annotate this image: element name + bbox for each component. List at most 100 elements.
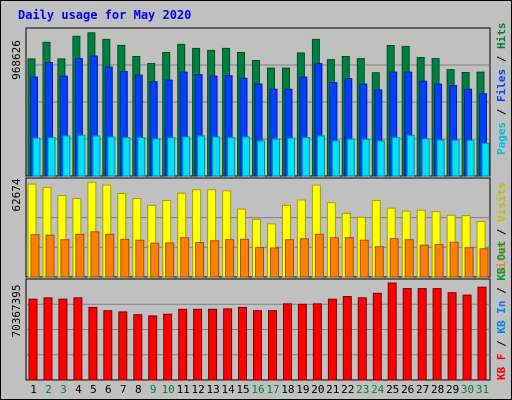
- bar-pages-26: [406, 134, 415, 177]
- x-tick-label: 4: [75, 383, 82, 396]
- bar-pages-30: [466, 140, 475, 177]
- x-tick-label: 10: [162, 383, 175, 396]
- bar-pages-21: [331, 140, 340, 177]
- bar-sites-1: [30, 234, 40, 278]
- bar-kb-f-18: [283, 303, 292, 381]
- bar-pages-8: [137, 137, 146, 177]
- legend-kbf: KB F: [495, 354, 508, 381]
- x-tick-label: 5: [90, 383, 97, 396]
- bar-kb-f-1: [28, 298, 38, 381]
- bar-kb-f-6: [103, 310, 113, 381]
- x-tick-label: 18: [281, 383, 294, 396]
- bar-pages-13: [212, 136, 221, 177]
- bar-sites-22: [344, 237, 354, 278]
- legend-files: Files: [495, 69, 508, 102]
- bar-sites-29: [449, 241, 459, 278]
- bar-pages-24: [376, 140, 385, 177]
- right-legends: Pages / Files / Hits Sites / Visits KB F…: [495, 23, 508, 381]
- bar-pages-19: [301, 137, 310, 177]
- bar-kb-f-13: [208, 308, 218, 381]
- bar-kb-f-31: [477, 286, 487, 381]
- x-tick-label: 13: [206, 383, 219, 396]
- bar-sites-7: [120, 238, 130, 278]
- bar-sites-10: [165, 242, 175, 278]
- x-tick-label: 9: [150, 383, 157, 396]
- bar-sites-20: [314, 233, 324, 278]
- legend-visits: Visits: [495, 182, 508, 222]
- bar-kb-f-29: [447, 292, 457, 381]
- x-tick-label: 3: [60, 383, 67, 396]
- x-tick-label: 25: [386, 383, 399, 396]
- chart-title: Daily usage for May 2020: [18, 8, 191, 22]
- bar-sites-14: [225, 239, 235, 278]
- legend-bottom: KB F / KB In / KB Out: [495, 241, 508, 380]
- bar-kb-f-2: [43, 297, 53, 381]
- x-axis-labels: 1 2 3 4 5 6 7 8 9 10 11 12 13 14 15 16 17 18 19 20 21 22 23 24 2…: [30, 383, 489, 396]
- x-tick-label: 16: [251, 383, 264, 396]
- bar-sites-15: [240, 238, 249, 278]
- bar-kb-f-15: [238, 306, 247, 381]
- bar-kb-f-19: [297, 303, 307, 381]
- bar-pages-15: [242, 136, 250, 177]
- bar-sites-26: [404, 239, 414, 278]
- x-tick-label: 17: [266, 383, 279, 396]
- bar-pages-17: [272, 138, 280, 177]
- x-tick-label: 11: [177, 383, 190, 396]
- bar-kb-f-8: [133, 314, 143, 381]
- bar-pages-28: [436, 139, 445, 177]
- bar-sites-12: [195, 242, 205, 278]
- bar-kb-f-4: [73, 297, 83, 381]
- bar-kb-f-11: [178, 308, 188, 381]
- x-tick-label: 12: [191, 383, 204, 396]
- bar-pages-27: [421, 138, 430, 177]
- bar-sites-28: [434, 244, 444, 278]
- bar-kb-f-12: [193, 308, 203, 381]
- bar-sites-8: [135, 239, 145, 278]
- bar-pages-9: [152, 138, 161, 177]
- bar-sites-6: [105, 233, 115, 278]
- x-tick-label: 8: [135, 383, 142, 396]
- bar-kb-f-7: [118, 311, 128, 381]
- bar-pages-23: [361, 138, 370, 177]
- bar-pages-29: [451, 139, 460, 177]
- bar-sites-3: [60, 239, 70, 278]
- panel-hits-files-pages: [25, 27, 491, 177]
- bar-pages-11: [182, 136, 191, 177]
- bar-pages-6: [107, 136, 116, 177]
- bar-sites-5: [90, 231, 100, 278]
- bar-sites-9: [150, 242, 160, 278]
- x-tick-label: 14: [221, 383, 235, 396]
- x-tick-label: 26: [401, 383, 414, 396]
- bar-sites-23: [359, 239, 369, 278]
- legend-kbin: KB In: [495, 301, 508, 334]
- bar-pages-18: [287, 137, 295, 177]
- ymax-label-top: 968626: [10, 40, 23, 80]
- x-tick-label: 28: [431, 383, 444, 396]
- legend-top: Pages / Files / Hits: [495, 23, 508, 156]
- bar-kb-f-27: [417, 288, 427, 381]
- bar-kb-f-10: [163, 313, 173, 381]
- bar-sites-24: [374, 246, 384, 278]
- legend-pages: Pages: [495, 122, 508, 155]
- bar-pages-25: [391, 137, 400, 177]
- bar-kb-f-5: [88, 306, 98, 381]
- bar-kb-f-22: [342, 296, 352, 381]
- bar-sites-13: [210, 240, 220, 278]
- x-tick-label: 20: [311, 383, 324, 396]
- bar-pages-20: [316, 135, 325, 177]
- bar-pages-10: [167, 137, 176, 177]
- bar-pages-16: [257, 140, 265, 177]
- bar-kb-f-9: [148, 315, 158, 381]
- ymax-label-bottom: 70367395: [10, 285, 23, 338]
- bar-sites-17: [270, 247, 279, 278]
- bar-sites-11: [180, 237, 190, 278]
- x-tick-label: 22: [341, 383, 354, 396]
- bar-pages-4: [77, 134, 86, 177]
- legend-middle: Sites / Visits: [495, 182, 508, 275]
- bar-pages-12: [197, 135, 206, 177]
- ymax-label-middle: 62674: [10, 178, 23, 211]
- bar-pages-2: [47, 137, 56, 177]
- bar-sites-21: [329, 237, 339, 278]
- bar-kb-f-23: [357, 297, 367, 381]
